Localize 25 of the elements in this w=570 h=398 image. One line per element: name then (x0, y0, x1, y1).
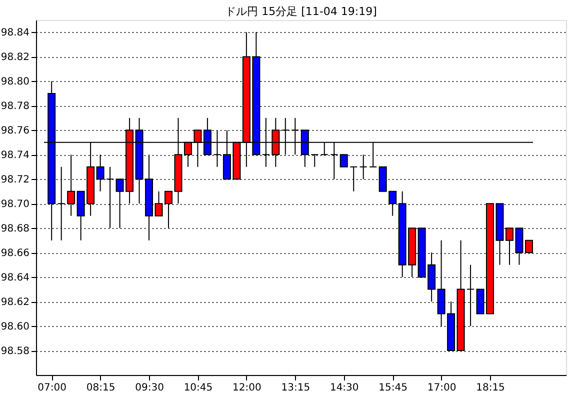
y-tick-label: 98.72 (0, 174, 30, 186)
x-tick-label: 12:00 (232, 382, 262, 394)
x-tick-label: 10:45 (184, 382, 213, 394)
y-tick-label: 98.70 (0, 199, 30, 210)
y-tick-label: 98.68 (0, 224, 30, 235)
y-tick-label: 98.60 (0, 322, 30, 333)
x-tick-label: 07:00 (38, 382, 66, 394)
x-tick-label: 14:30 (330, 382, 359, 394)
y-tick-label: 98.64 (0, 272, 30, 284)
y-tick-label: 98.84 (0, 28, 30, 39)
x-tick-label: 08:15 (86, 382, 116, 394)
chart-title: ドル円 15分足 [11-04 19:19] (225, 5, 377, 18)
y-tick-label: 98.58 (0, 346, 30, 358)
x-tick-label: 17:00 (427, 382, 456, 394)
y-tick-label: 98.80 (0, 76, 30, 88)
x-tick-label: 09:30 (135, 382, 164, 394)
y-tick-label: 98.78 (0, 101, 30, 112)
x-tick-label: 15:45 (378, 382, 408, 394)
x-tick-label: 18:15 (476, 382, 505, 394)
y-tick-label: 98.74 (0, 150, 30, 162)
y-tick-label: 98.82 (0, 52, 30, 64)
y-tick-label: 98.76 (0, 126, 30, 137)
y-tick-label: 98.66 (0, 248, 30, 260)
y-tick-label: 98.62 (0, 297, 30, 308)
x-tick-label: 13:15 (281, 382, 310, 394)
